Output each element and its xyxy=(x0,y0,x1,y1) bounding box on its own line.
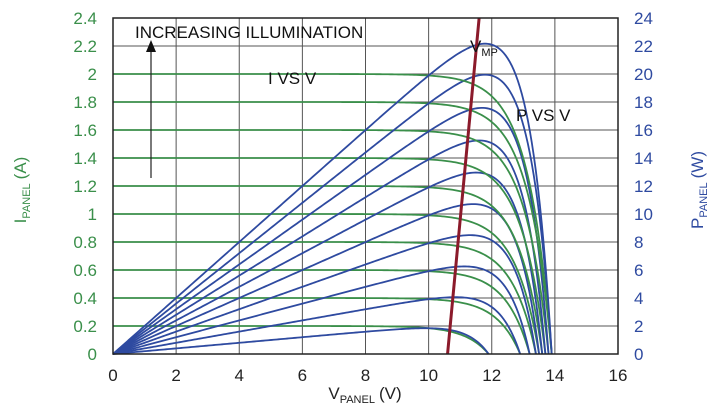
x-tick-label: 0 xyxy=(108,366,117,385)
pv-curve xyxy=(112,203,540,355)
y-right-tick-label: 4 xyxy=(634,289,643,308)
y-right-tick-label: 2 xyxy=(634,317,643,336)
y-right-tick-label: 10 xyxy=(634,205,653,224)
y-right-tick-label: 18 xyxy=(634,93,653,112)
pv-curve xyxy=(112,42,553,355)
y-left-tick-label: 1.2 xyxy=(73,177,97,196)
y-right-tick-label: 12 xyxy=(634,177,653,196)
pv-curve xyxy=(112,234,537,355)
y-right-tick-label: 22 xyxy=(634,37,653,56)
pv-curve xyxy=(112,265,531,355)
x-tick-label: 14 xyxy=(545,366,564,385)
iv-label: I VS V xyxy=(268,69,317,88)
x-axis-label: VPANEL (V) xyxy=(328,384,401,406)
y-left-tick-label: 2 xyxy=(88,65,97,84)
y-left-tick-label: 1.4 xyxy=(73,149,97,168)
y-left-tick-label: 2.2 xyxy=(73,37,97,56)
x-tick-label: 4 xyxy=(235,366,244,385)
y-left-tick-label: 2.4 xyxy=(73,9,97,28)
y-left-tick-label: 0 xyxy=(88,345,97,364)
curves xyxy=(112,17,553,355)
iv-curve xyxy=(113,157,547,355)
y-right-tick-label: 6 xyxy=(634,261,643,280)
pv-label: P VS V xyxy=(516,106,571,125)
y-right-tick-label: 8 xyxy=(634,233,643,252)
pv-curve xyxy=(112,139,547,355)
plot-frame xyxy=(112,17,619,355)
y-left-tick-label: 0.2 xyxy=(73,317,97,336)
ticks: 0 2 4 6 8 10 12 14 1600.20.40.60.811.21.41.61.82… xyxy=(73,9,653,385)
y-right-axis-label: PPANEL(W) xyxy=(688,151,710,229)
vmp-line xyxy=(446,17,481,355)
x-tick-label: 16 xyxy=(609,366,628,385)
x-tick-label: 10 xyxy=(419,366,438,385)
y-right-tick-label: 16 xyxy=(634,121,653,140)
iv-curve xyxy=(113,73,553,355)
vmp-label: VMP xyxy=(470,37,498,59)
pv-curve xyxy=(112,327,490,355)
iv-curve xyxy=(113,101,553,355)
x-tick-label: 12 xyxy=(482,366,501,385)
illumination-arrow xyxy=(146,40,156,178)
x-tick-label: 2 xyxy=(171,366,180,385)
y-left-tick-label: 1.8 xyxy=(73,93,97,112)
illumination-label: INCREASING ILLUMINATION xyxy=(135,23,363,42)
y-left-tick-label: 1 xyxy=(88,205,97,224)
y-right-tick-label: 0 xyxy=(634,345,643,364)
y-right-tick-label: 14 xyxy=(634,149,653,168)
iv-curve xyxy=(113,129,550,355)
y-left-tick-label: 0.8 xyxy=(73,233,97,252)
x-tick-label: 8 xyxy=(361,366,370,385)
iv-curve xyxy=(113,269,531,355)
pv-curve xyxy=(112,73,553,355)
y-right-tick-label: 20 xyxy=(634,65,653,84)
y-left-tick-label: 0.6 xyxy=(73,261,97,280)
iv-curve xyxy=(113,185,544,355)
y-right-tick-label: 24 xyxy=(634,9,653,28)
pv-curve xyxy=(112,171,544,355)
iv-curve xyxy=(113,213,540,355)
y-left-tick-label: 0.4 xyxy=(73,289,97,308)
y-left-tick-label: 1.6 xyxy=(73,121,97,140)
y-left-axis-label: IPANEL(A) xyxy=(11,157,33,224)
pv-curve xyxy=(112,106,550,355)
x-tick-label: 6 xyxy=(298,366,307,385)
